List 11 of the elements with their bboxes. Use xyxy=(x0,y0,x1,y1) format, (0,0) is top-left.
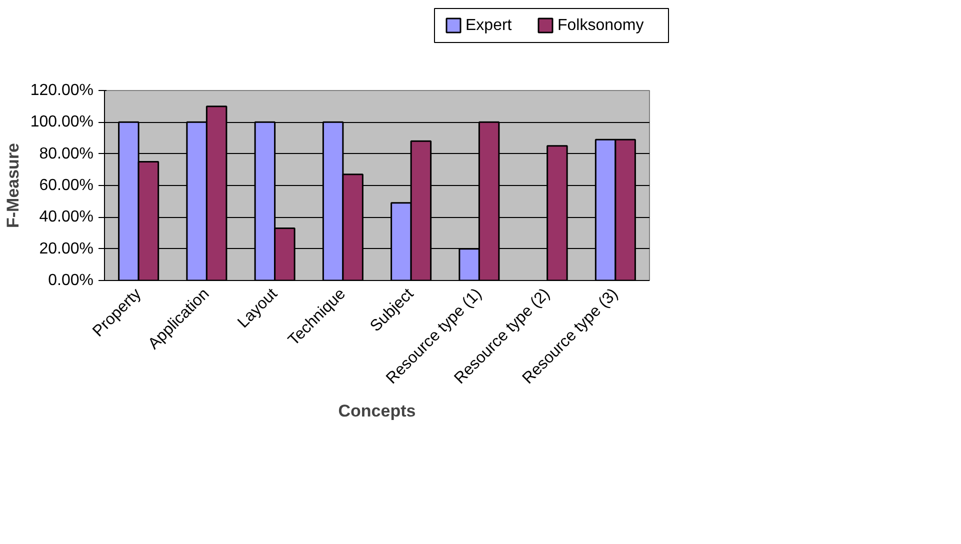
x-axis-title: Concepts xyxy=(338,401,416,420)
y-tick-label: 0.00% xyxy=(48,272,94,289)
y-tick-label: 20.00% xyxy=(39,240,94,258)
y-tick-label: 60.00% xyxy=(39,177,94,194)
y-axis-title: F-Measure xyxy=(3,142,22,228)
legend-label: Expert xyxy=(466,17,512,34)
y-tick-label: 40.00% xyxy=(39,208,94,226)
y-tick-label: 120.00% xyxy=(30,82,94,99)
y-tick-label: 100.00% xyxy=(30,114,94,131)
y-tick-label: 80.00% xyxy=(39,145,94,162)
legend-label: Folksonomy xyxy=(558,17,644,34)
